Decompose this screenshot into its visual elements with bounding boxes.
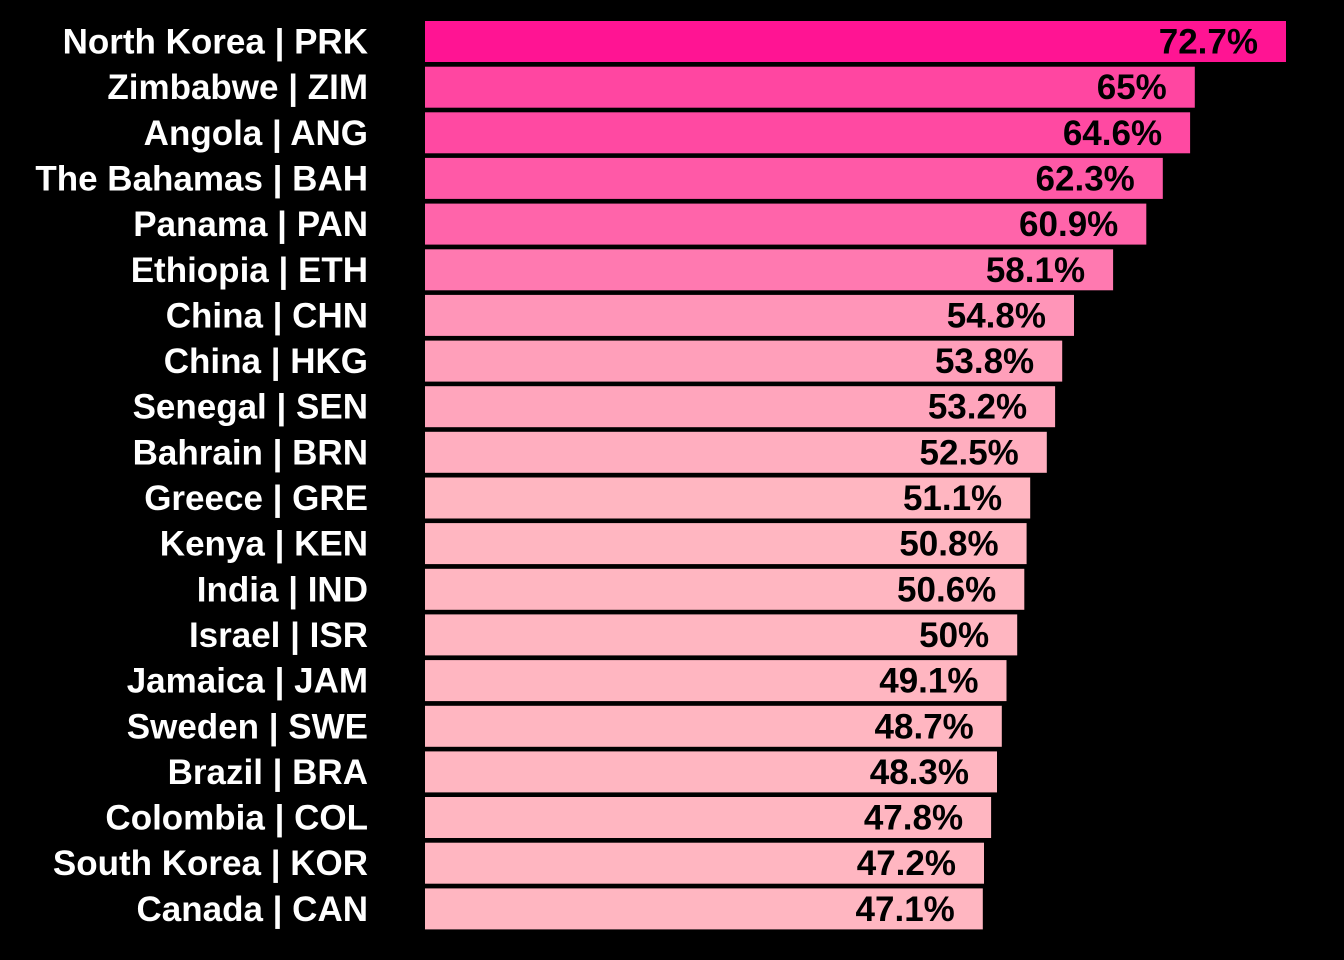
- value-label: 65%: [1097, 68, 1167, 107]
- bar: [425, 157, 1163, 199]
- category-label: Jamaica | JAM: [127, 662, 368, 701]
- category-label: Sweden | SWE: [127, 707, 368, 746]
- category-label: North Korea | PRK: [63, 23, 368, 62]
- category-label: India | IND: [197, 570, 368, 609]
- bar: [425, 66, 1195, 108]
- category-label: Brazil | BRA: [168, 753, 368, 792]
- category-label: Ethiopia | ETH: [131, 251, 368, 290]
- value-labels-group: 72.7% 65% 64.6% 62.3% 60.9% 58.1% 54.8% 53.8% 53…: [856, 23, 1258, 929]
- bar: [425, 249, 1114, 291]
- value-label: 54.8%: [947, 296, 1046, 335]
- bars-group: [425, 21, 1286, 930]
- category-label: Senegal | SEN: [133, 388, 368, 427]
- category-label: Zimbabwe | ZIM: [107, 68, 368, 107]
- value-label: 53.2%: [928, 388, 1027, 427]
- value-label: 52.5%: [920, 433, 1019, 472]
- category-label: South Korea | KOR: [53, 844, 368, 883]
- bar: [425, 203, 1147, 245]
- value-label: 53.8%: [935, 342, 1034, 381]
- bar: [425, 386, 1056, 428]
- value-label: 47.2%: [857, 844, 956, 883]
- value-label: 50.8%: [899, 525, 998, 564]
- category-label: Canada | CAN: [137, 890, 369, 929]
- value-label: 50.6%: [897, 570, 996, 609]
- category-label: Colombia | COL: [105, 799, 368, 838]
- bar: [425, 705, 1002, 747]
- value-label: 64.6%: [1063, 114, 1162, 153]
- bar: [425, 660, 1007, 702]
- category-label: China | CHN: [166, 296, 368, 335]
- value-label: 72.7%: [1159, 23, 1258, 62]
- value-label: 48.3%: [870, 753, 969, 792]
- bar: [425, 888, 983, 930]
- bar: [425, 112, 1191, 154]
- category-label: Kenya | KEN: [160, 525, 368, 564]
- value-label: 47.8%: [864, 799, 963, 838]
- value-label: 50%: [919, 616, 989, 655]
- category-label: China | HKG: [164, 342, 368, 381]
- category-label: Bahrain | BRN: [133, 433, 368, 472]
- bar: [425, 842, 984, 884]
- value-label: 62.3%: [1036, 159, 1135, 198]
- bar: [425, 21, 1286, 62]
- value-label: 58.1%: [986, 251, 1085, 290]
- value-label: 47.1%: [856, 890, 955, 929]
- category-label: The Bahamas | BAH: [35, 159, 368, 198]
- bar: [425, 797, 992, 838]
- bar: [425, 340, 1063, 382]
- value-label: 51.1%: [903, 479, 1002, 518]
- bar: [425, 751, 997, 793]
- value-label: 49.1%: [879, 662, 978, 701]
- bar: [425, 523, 1027, 565]
- bar: [425, 431, 1047, 473]
- value-label: 60.9%: [1019, 205, 1118, 244]
- category-label: Panama | PAN: [133, 205, 368, 244]
- category-labels-group: North Korea | PRK Zimbabwe | ZIM Angola | …: [35, 23, 368, 929]
- category-label: Israel | ISR: [189, 616, 368, 655]
- category-label: Greece | GRE: [144, 479, 368, 518]
- bar: [425, 568, 1025, 610]
- bar: [425, 477, 1031, 519]
- value-label: 48.7%: [875, 707, 974, 746]
- bar: [425, 614, 1018, 656]
- category-label: Angola | ANG: [144, 114, 368, 153]
- bar: [425, 294, 1074, 336]
